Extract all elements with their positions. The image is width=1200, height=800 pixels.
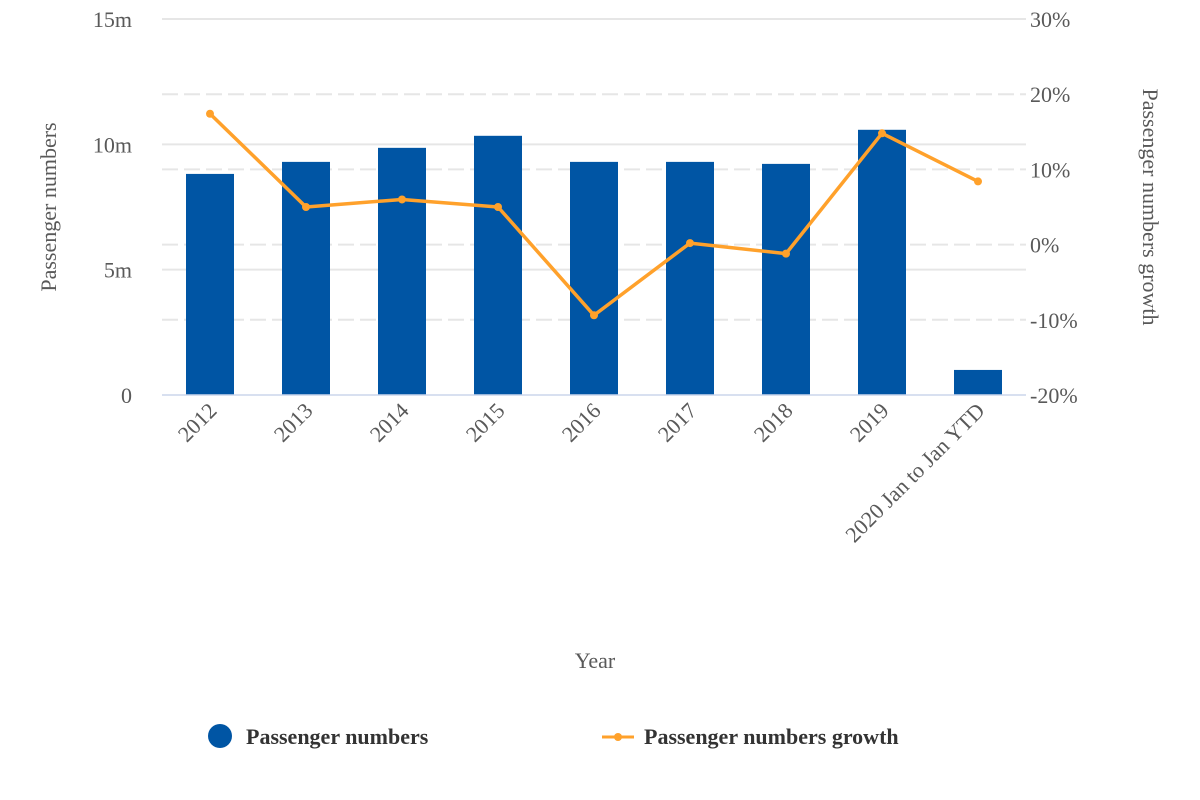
y-tick-label: 10m [93,132,132,157]
bar-2015 [474,135,522,395]
growth-point-2012 [206,109,214,118]
legend-label: Passenger numbers growth [644,724,899,749]
legend-item-growth[interactable]: Passenger numbers growth [602,724,899,749]
y2-tick-label: 20% [1030,82,1070,107]
bar-2019 [858,129,906,395]
x-tick-label: 2013 [269,398,318,447]
bar-2016 [570,161,618,395]
x-tick-label: 2018 [749,398,798,447]
x-axis-title: Year [575,648,616,673]
y2-axis-title: Passenger numbers growth [1138,88,1163,325]
x-tick-label: 2017 [653,398,702,447]
y-tick-label: 0 [121,383,132,408]
legend-bar-marker [208,724,232,748]
y2-tick-label: 10% [1030,157,1070,182]
bar-2013 [282,161,330,395]
legend-line-dot [614,733,622,741]
left-axis-ticks: 0 5m 10m 15m [93,7,132,408]
line-series [206,109,982,320]
growth-point-2017 [686,239,694,248]
bar-2014 [378,147,426,395]
y2-tick-label: 30% [1030,7,1070,32]
y-tick-label: 15m [93,7,132,32]
x-tick-label: 2012 [173,398,222,447]
x-tick-label: 2019 [845,398,894,447]
growth-point-2016 [590,311,598,320]
x-tick-label: 2014 [365,398,414,447]
growth-point-2020-jan-to-jan-ytd [974,177,982,186]
growth-point-2013 [302,203,310,211]
y2-tick-label: -10% [1030,308,1078,333]
legend-label: Passenger numbers [246,724,429,749]
bar-2020-jan-to-jan-ytd [954,369,1002,395]
bar-series [186,129,1002,395]
bar-2018 [762,163,810,395]
growth-point-2015 [494,203,502,211]
legend-item-passenger-numbers[interactable]: Passenger numbers [208,724,429,749]
x-tick-label: 2016 [557,398,606,447]
y-axis-title: Passenger numbers [36,122,61,291]
y-tick-label: 5m [104,258,132,283]
growth-point-2018 [782,249,790,258]
growth-point-2014 [398,195,406,204]
growth-point-2019 [878,129,886,138]
bar-2012 [186,173,234,395]
x-tick-label: 2015 [461,398,510,447]
bar-2017 [666,161,714,395]
y2-tick-label: -20% [1030,383,1078,408]
right-axis-ticks: -20% -10% 0% 10% 20% 30% [1030,7,1078,408]
y2-tick-label: 0% [1030,233,1059,258]
legend: Passenger numbers Passenger numbers grow… [208,724,899,749]
